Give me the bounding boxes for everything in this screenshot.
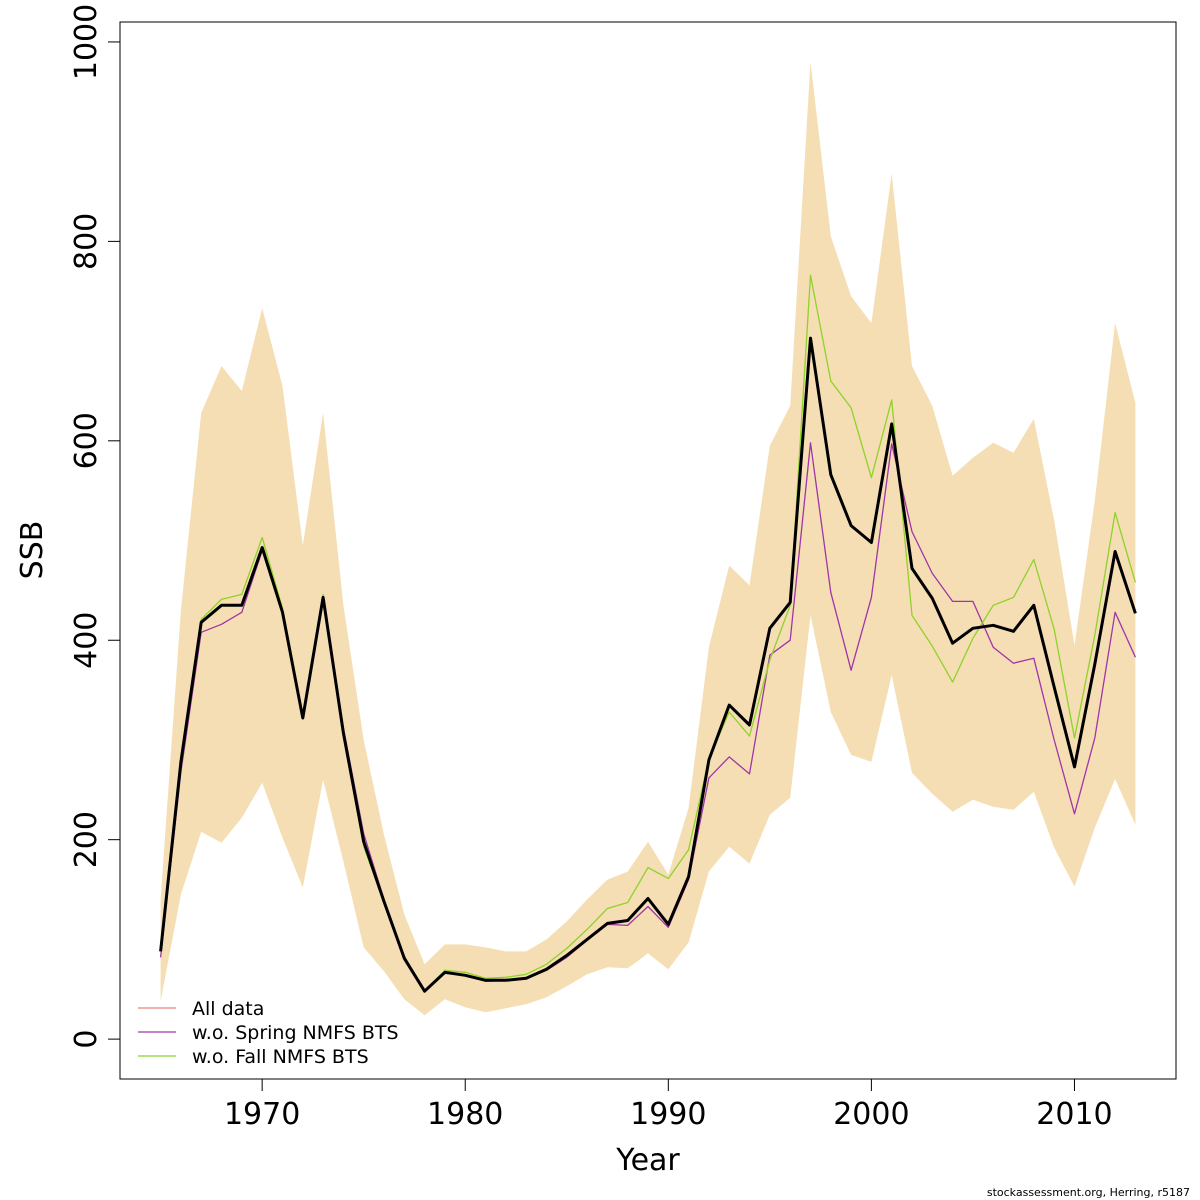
x-axis: 1970 1980 1990 2000 2010 [224, 1078, 1113, 1132]
y-tick-label: 0 [69, 1030, 104, 1049]
x-tick-label: 2000 [833, 1097, 909, 1132]
y-axis-title: SSB [15, 521, 50, 580]
x-tick-label: 1990 [630, 1097, 706, 1132]
x-tick-label: 1980 [427, 1097, 503, 1132]
confidence-band [160, 61, 1136, 1016]
y-tick-label: 200 [69, 811, 104, 868]
legend-label-1: w.o. Spring NMFS BTS [192, 1022, 399, 1044]
legend-label-2: w.o. Fall NMFS BTS [192, 1046, 369, 1068]
credit-text: stockassessment.org, Herring, r5187 [987, 1186, 1190, 1199]
y-tick-label: 1000 [69, 4, 104, 80]
estimate-line [159, 336, 1137, 993]
y-tick-label: 400 [69, 612, 104, 669]
confidence-band-layer [160, 61, 1136, 1016]
series-line-2 [159, 274, 1137, 991]
series-lines-layer [159, 274, 1137, 993]
legend-label-0: All data [192, 998, 264, 1020]
x-tick-label: 2010 [1036, 1097, 1112, 1132]
y-tick-label: 600 [69, 412, 104, 469]
x-axis-title: Year [615, 1143, 680, 1178]
x-tick-label: 1970 [224, 1097, 300, 1132]
y-axis: 0 200 400 600 800 1000 [69, 4, 121, 1049]
y-tick-label: 800 [69, 213, 104, 270]
